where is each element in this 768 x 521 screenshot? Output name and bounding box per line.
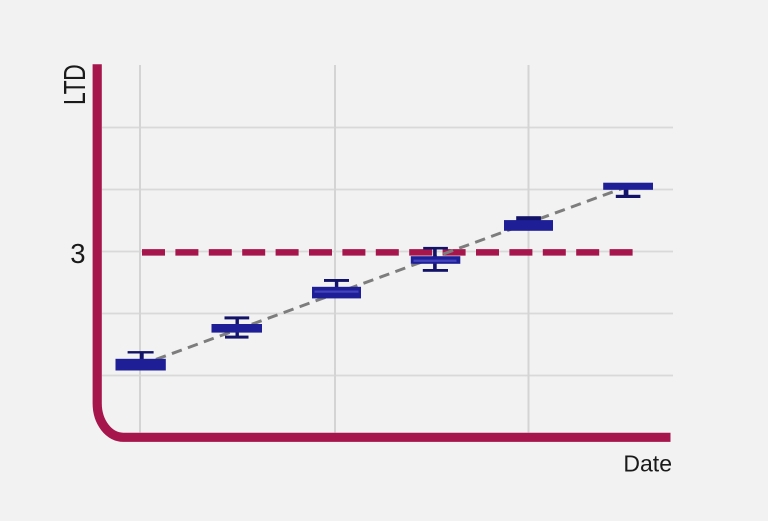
svg-text:Date: Date xyxy=(623,450,672,476)
svg-text:LTD: LTD xyxy=(58,65,92,105)
svg-text:3: 3 xyxy=(70,238,85,269)
